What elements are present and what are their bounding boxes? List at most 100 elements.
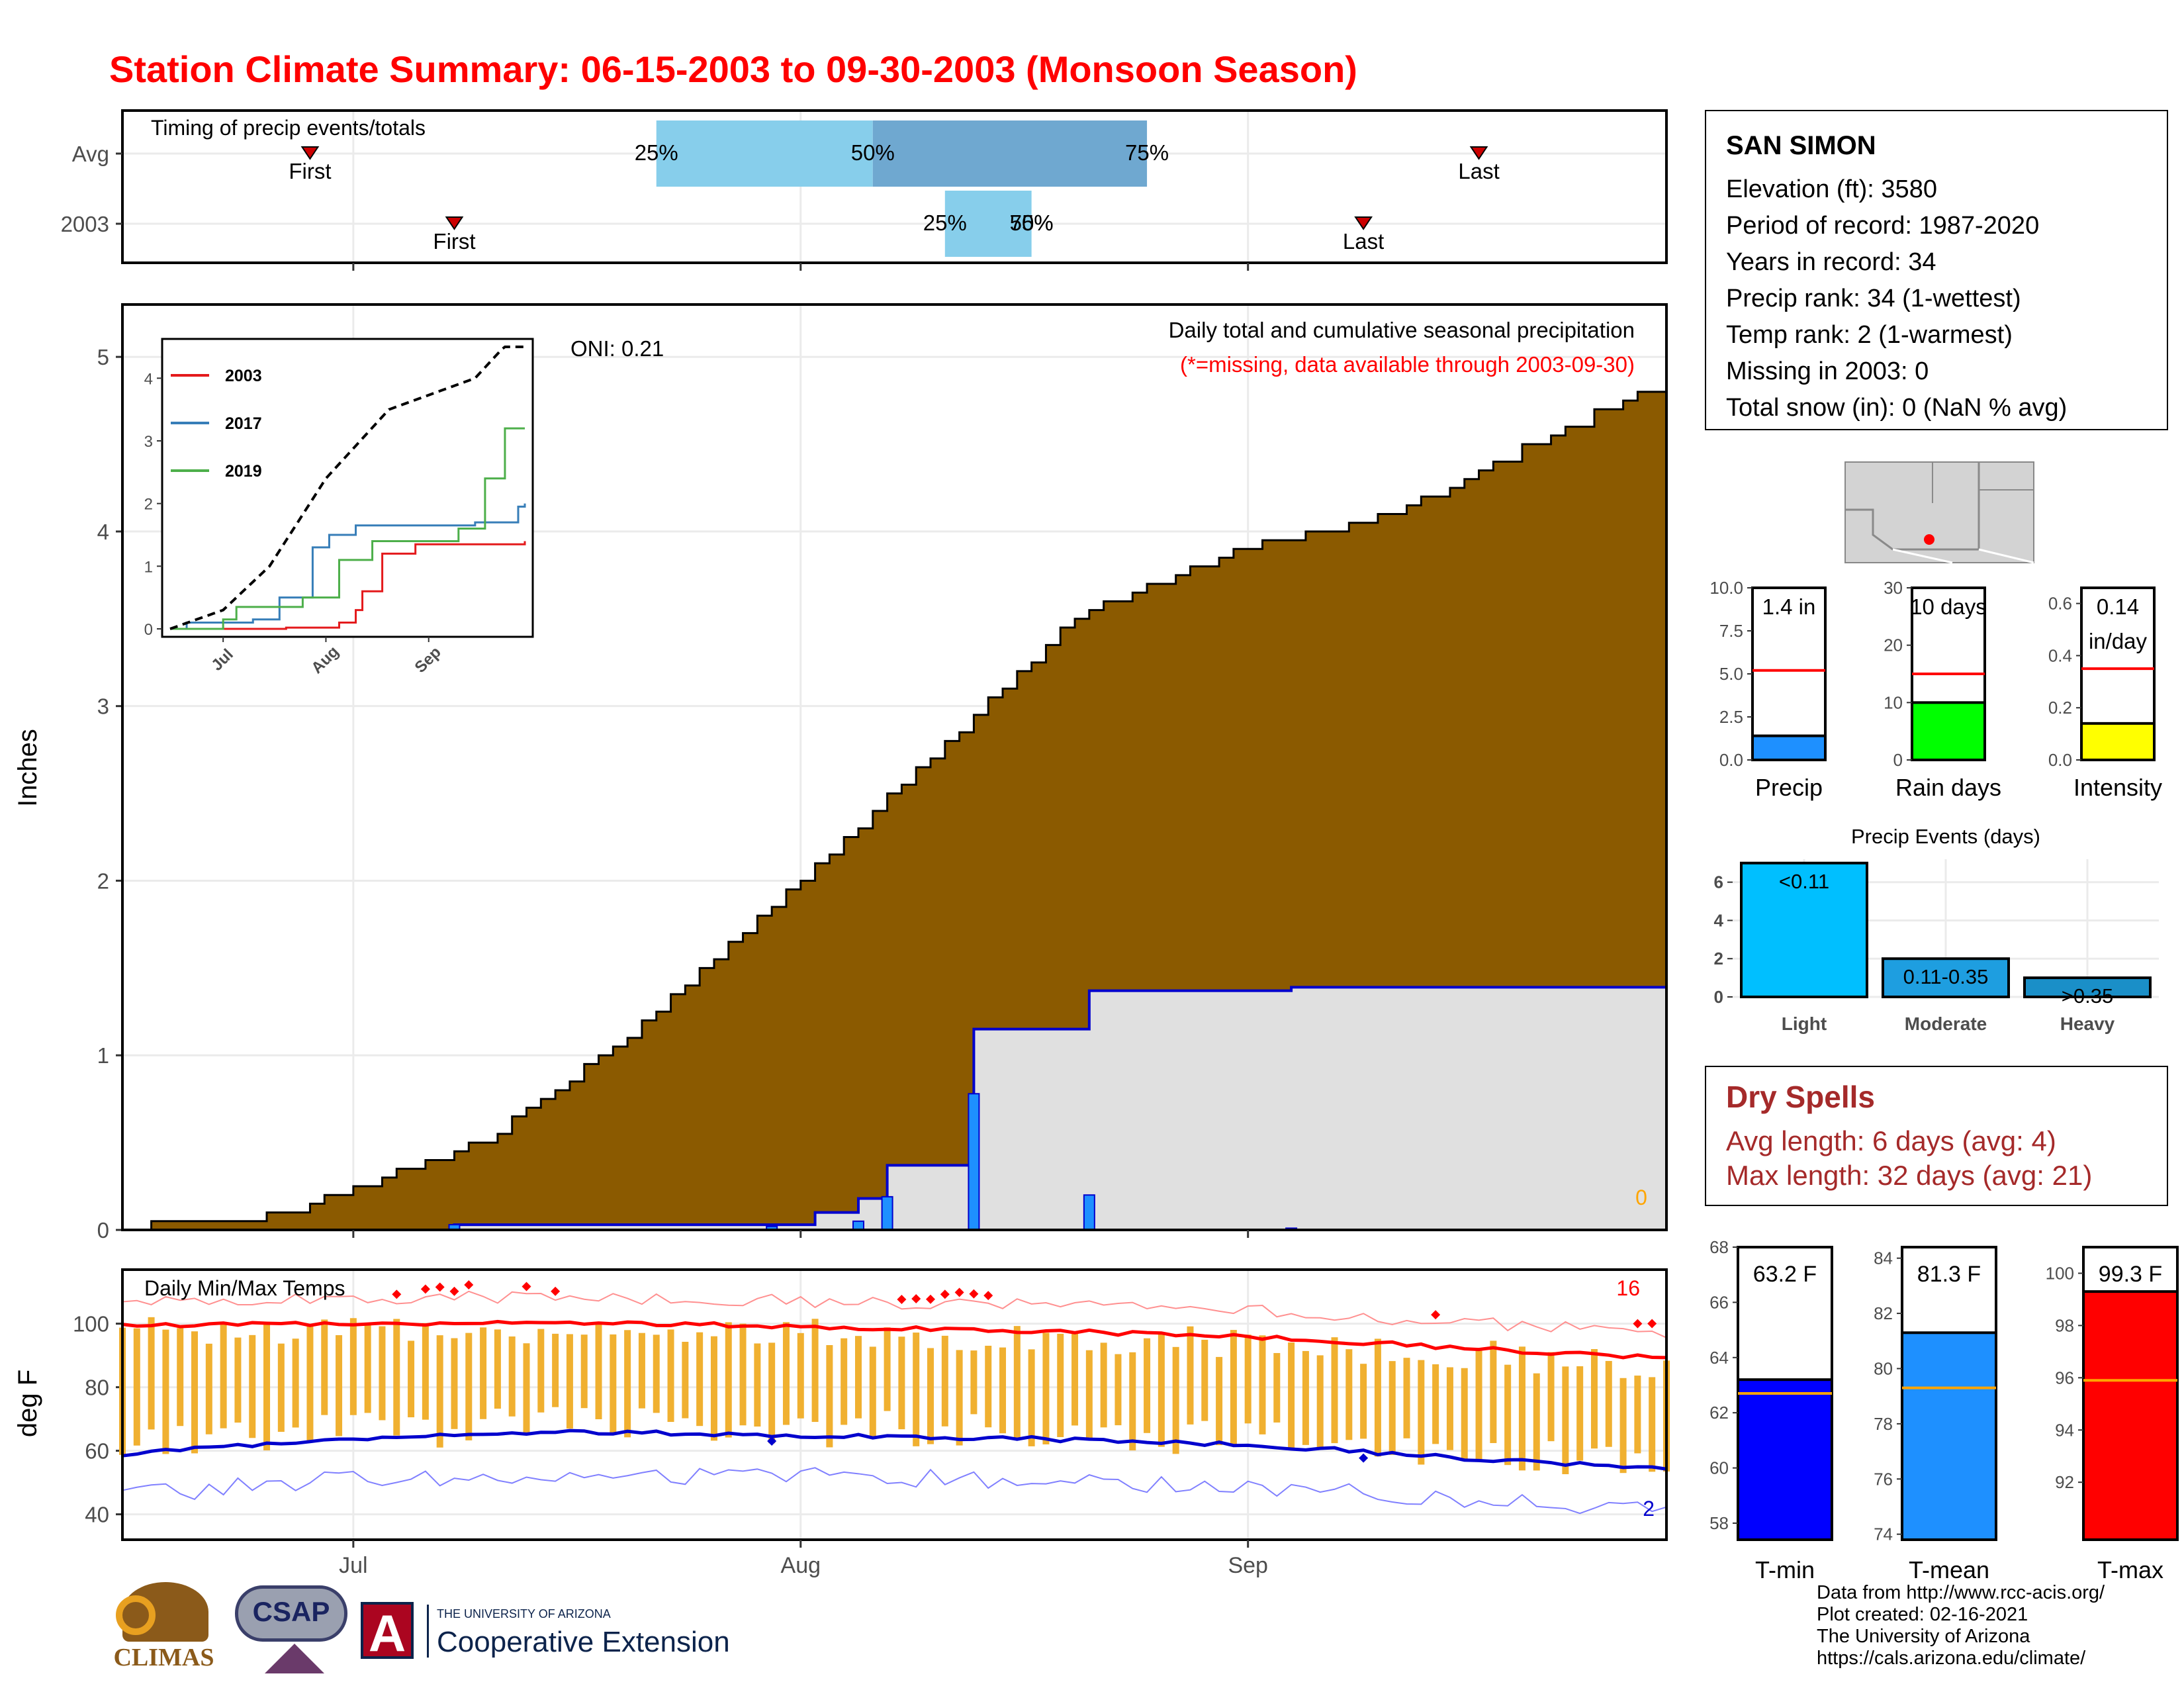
record-high-marker xyxy=(464,1280,474,1290)
daily-temp-range-bar xyxy=(1576,1366,1584,1461)
temp-panel: 40 60 80 100 Daily Min/Max Temps 16 2 Jul Aug Sep… xyxy=(13,1268,1670,1578)
inset-ytick-label: 1 xyxy=(144,558,153,576)
mini-bar-value-label: 0.14 xyxy=(2097,594,2139,619)
temp-bar-ytick-label: 62 xyxy=(1709,1403,1729,1423)
temp-panel-label: Daily Min/Max Temps xyxy=(144,1276,345,1300)
credit-line: https://cals.arizona.edu/climate/ xyxy=(1817,1648,2086,1669)
inset-xtick-label: Sep xyxy=(412,643,445,677)
events-title: Precip Events (days) xyxy=(1851,825,2040,848)
record-high-marker xyxy=(1647,1319,1657,1329)
daily-temp-range-bar xyxy=(451,1338,458,1429)
daily-temp-range-bar xyxy=(696,1332,704,1427)
mini-bar-ytick-label: 0.0 xyxy=(2048,750,2072,770)
timing-row-label: 2003 xyxy=(61,212,109,236)
daily-temp-range-bar xyxy=(321,1319,328,1415)
daily-temp-range-bar xyxy=(263,1321,271,1451)
timing-row-label: Avg xyxy=(72,142,109,166)
daily-temp-range-bar xyxy=(826,1345,833,1448)
station-line: Elevation (ft): 3580 xyxy=(1726,175,1937,203)
daily-temp-range-bar xyxy=(1230,1330,1237,1444)
daily-temp-range-bar xyxy=(1461,1368,1468,1461)
mini-bar-precip: 0.0 2.5 5.0 7.5 10.0 1.4 in Precip xyxy=(1709,578,1827,801)
timing-marker-icon xyxy=(300,146,320,160)
daily-temp-range-bar xyxy=(1316,1355,1324,1450)
temp-ytick-label: 60 xyxy=(85,1439,109,1464)
map-state-border xyxy=(1845,462,1980,551)
station-details: Elevation (ft): 3580 Period of record: 19… xyxy=(1726,171,2147,426)
events-bar-label: 0.11-0.35 xyxy=(1903,965,1989,988)
daily-temp-range-bar xyxy=(854,1336,862,1419)
station-location-marker xyxy=(1924,534,1934,545)
mini-bar-ytick-label: 0.0 xyxy=(1719,750,1743,770)
daily-temp-range-bar xyxy=(1085,1350,1093,1440)
mini-bar-name: Rain days xyxy=(1895,774,2001,801)
daily-temp-range-bar xyxy=(653,1335,660,1413)
daily-temp-range-bar xyxy=(610,1334,617,1435)
daily-temp-range-bar xyxy=(1071,1333,1079,1426)
inset-ytick-label: 0 xyxy=(144,621,153,639)
record-high-marker xyxy=(969,1289,979,1299)
credits-block: Data from http://www.rcc-acis.org/Plot c… xyxy=(1817,1582,2105,1669)
timing-frame xyxy=(121,109,1668,264)
inset-ytick-label: 4 xyxy=(144,370,153,388)
daily-temp-range-bar xyxy=(1605,1360,1612,1447)
inset-legend-label: 2019 xyxy=(225,462,262,481)
csap-text: CSAP xyxy=(252,1596,330,1627)
daily-temp-range-bar xyxy=(234,1337,242,1423)
daily-temp-range-bar xyxy=(682,1342,689,1419)
credit-line: Data from http://www.rcc-acis.org/ xyxy=(1817,1582,2105,1603)
record-high-marker xyxy=(954,1288,964,1297)
temp-bar-t-mean: 74 76 78 80 82 84 81.3 F T-mean xyxy=(1874,1246,1997,1583)
station-info-box: SAN SIMON Elevation (ft): 3580 Period of … xyxy=(1705,110,2168,430)
daily-temp-range-bar xyxy=(1259,1335,1266,1434)
daily-temp-range-bar xyxy=(1619,1378,1627,1474)
daily-temp-range-bar xyxy=(249,1335,256,1438)
temp-bar-frame xyxy=(1737,1246,1833,1541)
record-min-count: 2 xyxy=(1643,1497,1655,1521)
mini-bar-ytick-label: 0.2 xyxy=(2048,698,2072,718)
temp-bar-ytick-label: 96 xyxy=(2055,1368,2074,1387)
temp-bar-value-label: 63.2 F xyxy=(1753,1262,1817,1287)
temp-bar-value xyxy=(1737,1378,1833,1541)
daily-temp-range-bar xyxy=(739,1323,747,1426)
daily-temp-range-bar xyxy=(595,1322,602,1419)
temp-bar-ytick-label: 92 xyxy=(2055,1472,2074,1492)
month-label: Jul xyxy=(339,1553,367,1578)
daily-temp-range-bar xyxy=(148,1317,155,1430)
precip-ytick-label: 2 xyxy=(97,868,109,893)
temp-bar-ytick-label: 100 xyxy=(2046,1263,2074,1283)
inset-legend-label: 2017 xyxy=(225,414,262,433)
record-high-marker xyxy=(983,1291,993,1301)
ua-logo: A THE UNIVERSITY OF ARIZONA Cooperative … xyxy=(361,1602,745,1668)
events-bar xyxy=(2023,976,2152,998)
daily-temp-range-bar xyxy=(941,1335,948,1427)
mini-bar-ytick-label: 10 xyxy=(1884,692,1903,712)
daily-temp-range-bar xyxy=(580,1335,588,1409)
climas-text: CLIMAS xyxy=(113,1644,214,1671)
temp-bar-ytick-label: 74 xyxy=(1874,1524,1893,1544)
daily-temp-range-bar xyxy=(1533,1373,1540,1471)
timing-pct-label: 25% xyxy=(923,211,967,235)
inset-ytick-label: 3 xyxy=(144,433,153,451)
daily-temp-range-bar xyxy=(884,1327,891,1411)
temp-frame xyxy=(121,1268,1668,1541)
precip-panel-note: (*=missing, data available through 2003-… xyxy=(1180,352,1635,377)
daily-temp-range-bar xyxy=(119,1327,126,1455)
events-ytick-label: 6 xyxy=(1714,872,1723,892)
daily-precip-bar xyxy=(881,1196,893,1231)
dry-spells-avg: Avg length: 6 days (avg: 4) xyxy=(1726,1125,2056,1156)
precip-frame xyxy=(121,303,1668,1231)
temp-bar-t-max: 92 94 96 98 100 99.3 F T-max xyxy=(2046,1246,2179,1583)
record-high-marker xyxy=(911,1293,921,1303)
daily-temp-range-bar xyxy=(1634,1376,1641,1454)
daily-temp-range-bar xyxy=(465,1333,473,1440)
daily-temp-range-bar xyxy=(1028,1349,1035,1446)
daily-temp-range-bar xyxy=(1216,1356,1223,1446)
daily-precip-bar xyxy=(1083,1194,1095,1231)
temp-bar-ytick-label: 82 xyxy=(1874,1303,1893,1323)
avg-min-line xyxy=(122,1429,1667,1471)
mini-bar-ytick-label: 2.5 xyxy=(1719,707,1743,727)
mini-bar-ytick-label: 20 xyxy=(1884,635,1903,655)
record-high-marker xyxy=(449,1286,459,1296)
events-bar-label: >0.35 xyxy=(2062,984,2113,1008)
